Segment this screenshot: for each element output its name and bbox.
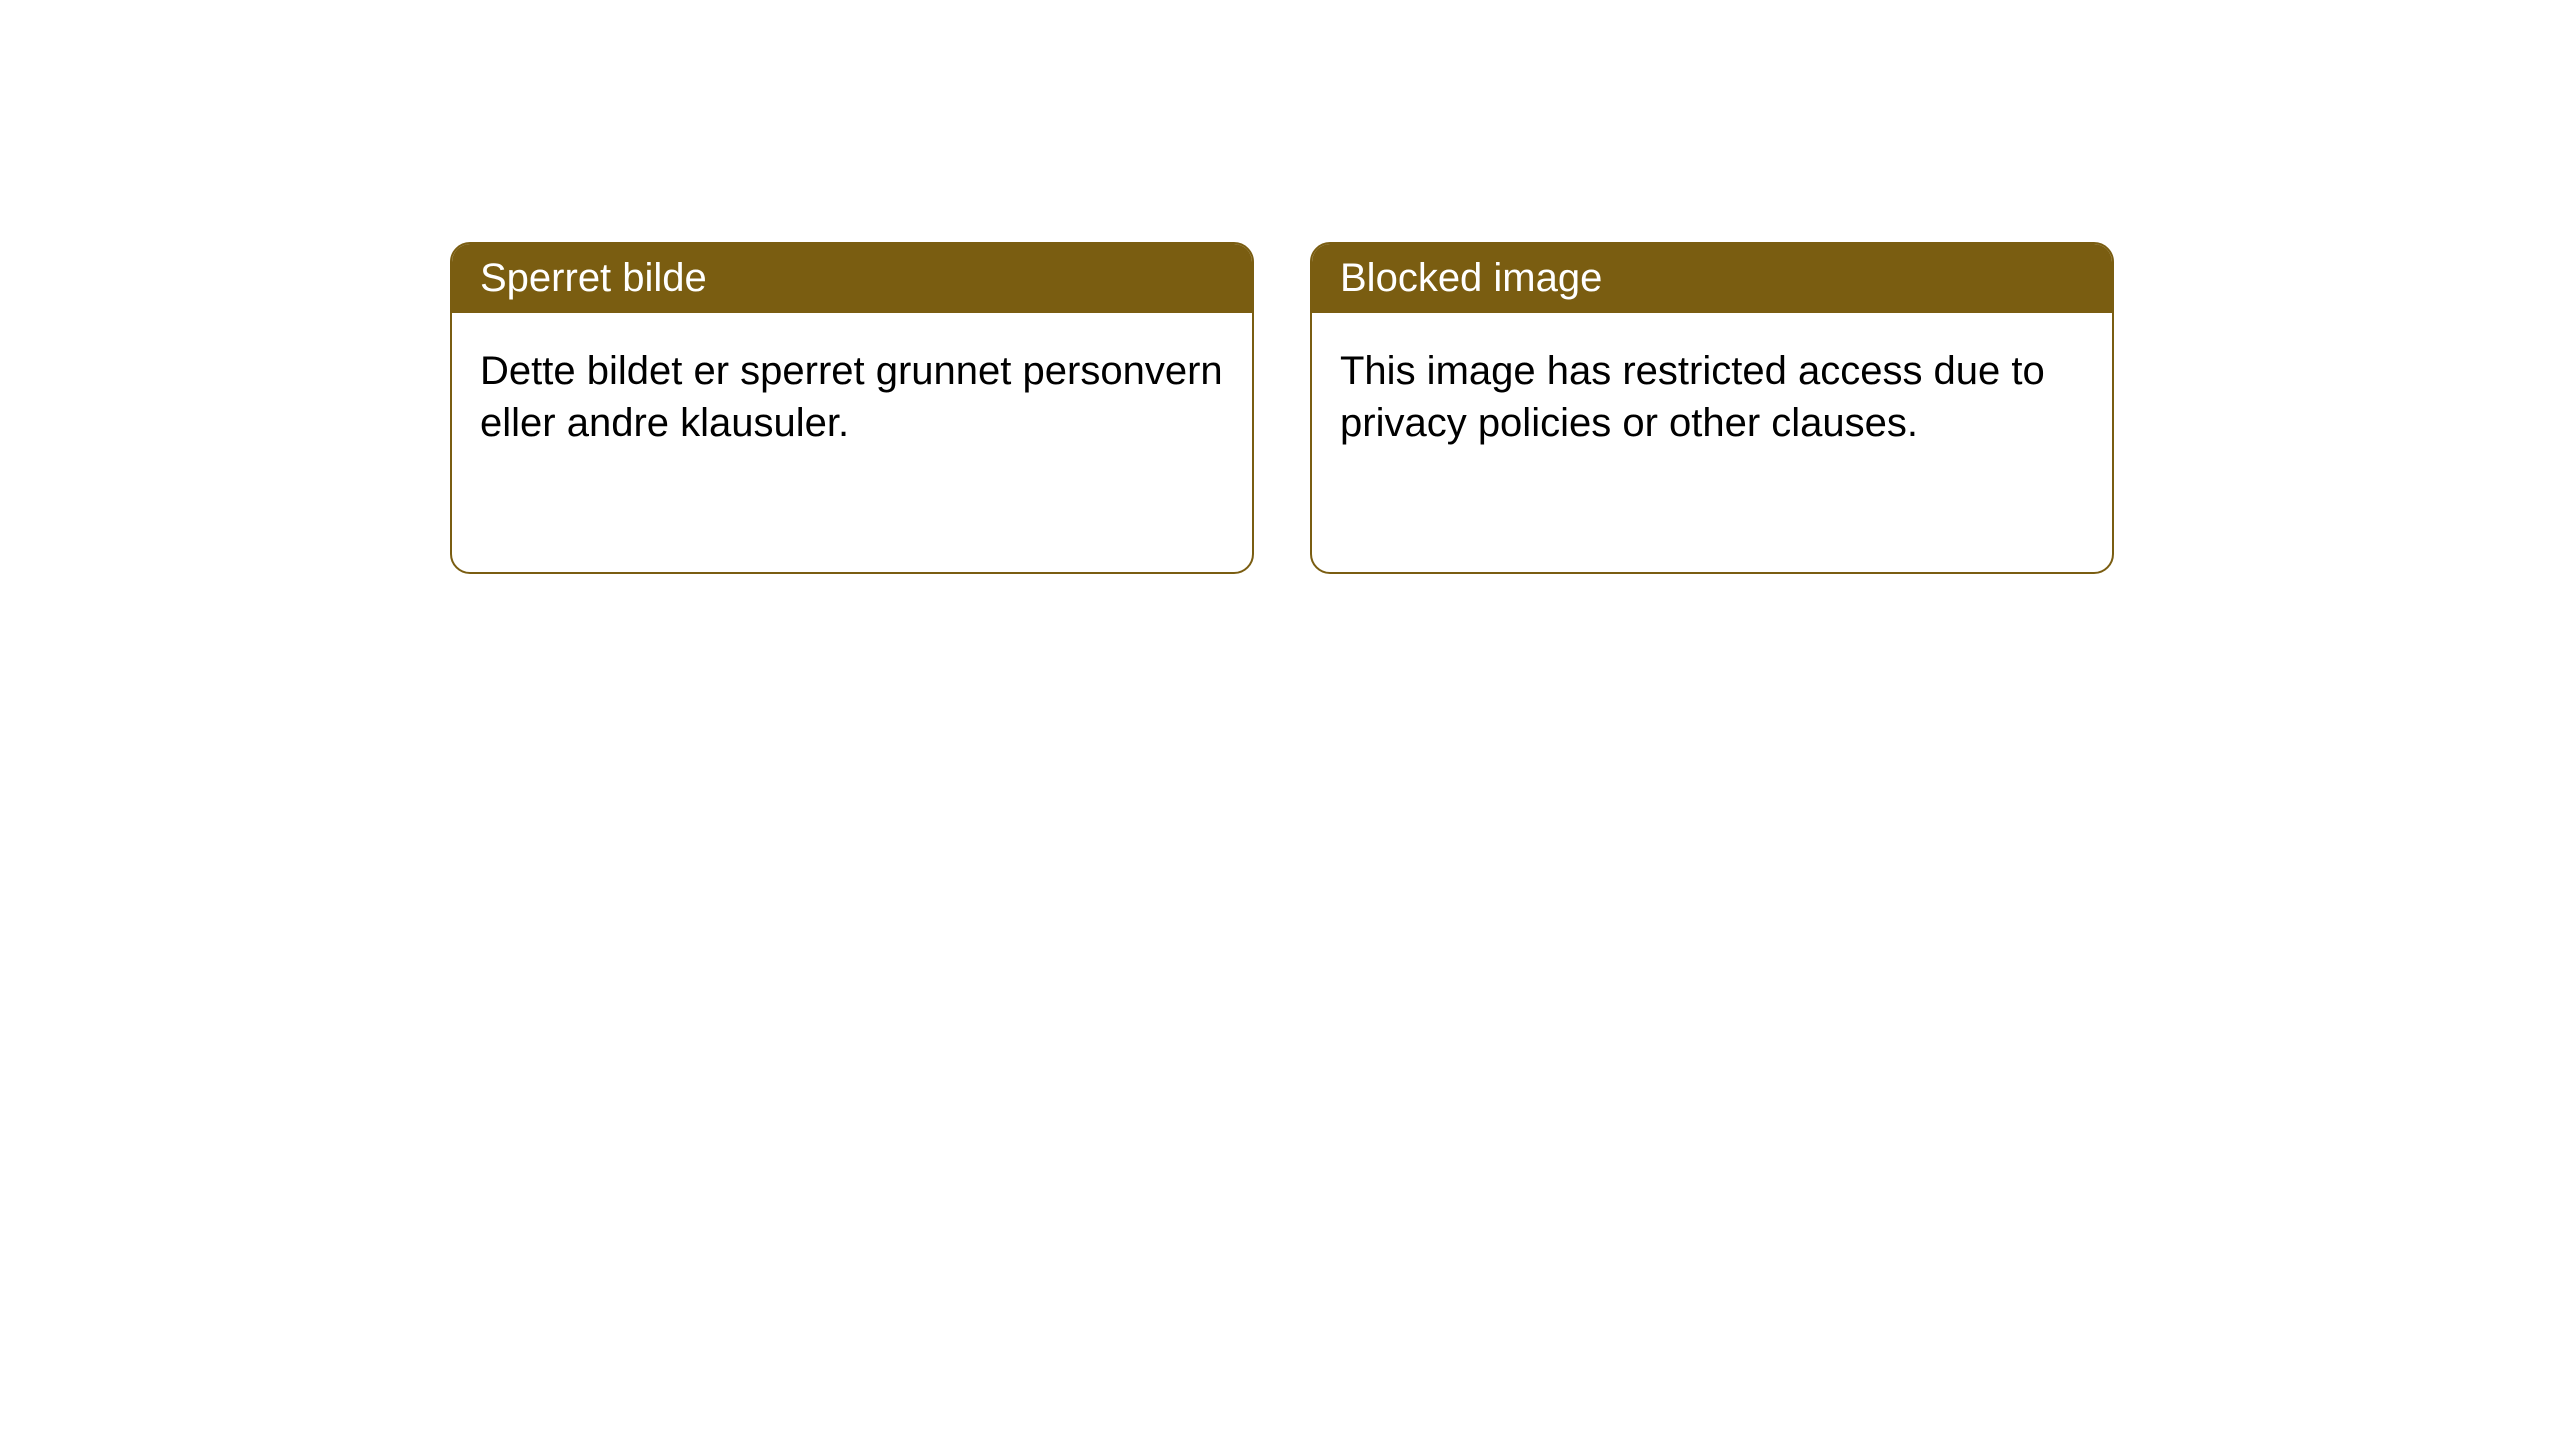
notice-container: Sperret bilde Dette bildet er sperret gr… bbox=[450, 242, 2114, 574]
notice-header: Blocked image bbox=[1312, 244, 2112, 313]
notice-body: Dette bildet er sperret grunnet personve… bbox=[452, 313, 1252, 481]
notice-card-english: Blocked image This image has restricted … bbox=[1310, 242, 2114, 574]
notice-header: Sperret bilde bbox=[452, 244, 1252, 313]
notice-body: This image has restricted access due to … bbox=[1312, 313, 2112, 481]
notice-card-norwegian: Sperret bilde Dette bildet er sperret gr… bbox=[450, 242, 1254, 574]
